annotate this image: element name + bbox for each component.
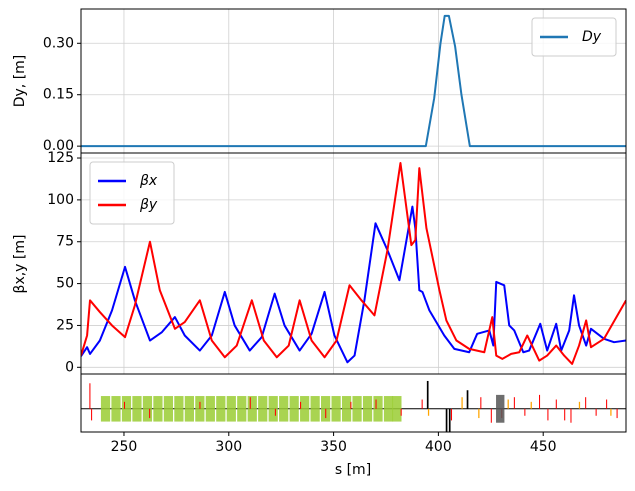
lattice-element xyxy=(578,401,581,409)
x-tick-label: 450 xyxy=(530,439,557,455)
lattice-element xyxy=(585,397,587,409)
y-tick-label: 50 xyxy=(56,276,74,292)
legend-box xyxy=(531,17,617,57)
lattice-element xyxy=(174,396,184,422)
plot-area xyxy=(81,9,626,153)
x-tick-label: 250 xyxy=(111,439,138,455)
y-tick-label: 0.15 xyxy=(43,87,74,103)
x-axis-label: s [m] xyxy=(335,462,371,478)
lattice-element xyxy=(445,408,448,432)
lattice-element xyxy=(100,396,111,422)
lattice-element xyxy=(524,408,526,416)
lattice-element xyxy=(461,397,463,409)
lattice-element xyxy=(490,408,492,423)
lattice-element xyxy=(383,396,394,422)
lattice-element xyxy=(427,408,430,416)
lattice-element xyxy=(237,396,247,422)
line-series xyxy=(81,162,626,365)
lattice-element xyxy=(149,408,151,419)
lattice-element xyxy=(325,408,327,419)
lattice-element xyxy=(142,396,153,422)
legend-label: Dy xyxy=(582,29,602,45)
lattice-element xyxy=(341,396,352,422)
y-axis-label: Dy, [m] xyxy=(12,55,28,108)
lattice-element xyxy=(426,380,429,409)
lattice-element xyxy=(421,399,423,409)
y-tick-label: 100 xyxy=(47,192,74,208)
lattice-element xyxy=(300,396,310,422)
lattice-element xyxy=(310,396,320,422)
lattice-element xyxy=(352,396,362,422)
line-series xyxy=(81,14,626,148)
lattice-element xyxy=(226,396,236,422)
lattice-element xyxy=(507,399,509,409)
y-tick-label: 0.30 xyxy=(43,35,74,51)
lattice-element xyxy=(153,396,163,422)
lattice-element xyxy=(570,408,572,423)
lattice-element xyxy=(89,383,91,409)
lattice-element xyxy=(331,396,341,422)
lattice-element xyxy=(121,396,132,422)
x-tick-label: 400 xyxy=(425,439,452,455)
legend-box xyxy=(89,161,175,225)
lattice-element xyxy=(616,408,618,419)
lattice-element xyxy=(274,408,276,416)
lattice-element xyxy=(123,401,126,409)
lattice-element xyxy=(480,397,482,409)
lattice-element xyxy=(163,396,174,422)
lattice-element xyxy=(279,396,289,422)
lattice-element xyxy=(610,408,612,416)
lattice-element xyxy=(289,396,299,422)
lattice-element xyxy=(496,394,505,423)
lattice-element xyxy=(375,399,377,409)
lattice-element xyxy=(478,408,480,419)
x-tick-label: 350 xyxy=(320,439,347,455)
lattice-element xyxy=(300,401,302,409)
lattice-element xyxy=(111,396,121,422)
plot-area xyxy=(81,153,626,374)
lattice-element xyxy=(555,399,557,409)
y-tick-label: 25 xyxy=(56,317,74,333)
plot-area xyxy=(81,380,626,432)
lattice-element xyxy=(373,396,383,422)
lattice-element xyxy=(466,390,469,409)
y-tick-label: 0 xyxy=(65,359,74,375)
x-tick-label: 300 xyxy=(215,439,242,455)
lattice-element xyxy=(392,396,402,422)
y-tick-label: 125 xyxy=(47,150,74,166)
legend-label: βx xyxy=(139,173,158,189)
lattice-element xyxy=(400,408,402,416)
lattice-element xyxy=(249,397,251,409)
lattice-element xyxy=(530,401,532,409)
lattice-element xyxy=(184,396,194,422)
lattice-element xyxy=(132,396,142,422)
y-tick-label: 0.00 xyxy=(43,138,74,154)
legend-label: βy xyxy=(139,197,158,213)
lattice-element xyxy=(606,399,608,409)
lattice-element xyxy=(564,408,566,421)
lattice-element xyxy=(91,408,93,421)
lattice-element xyxy=(513,397,515,409)
lattice-element xyxy=(205,396,215,422)
y-axis-label: βx,y [m] xyxy=(12,235,28,294)
lattice-element xyxy=(595,408,597,416)
lattice-element xyxy=(216,396,226,422)
lattice-element xyxy=(539,394,541,409)
lattice-element xyxy=(258,396,268,422)
lattice-element xyxy=(247,396,257,422)
lattice-element xyxy=(362,396,373,422)
lattice-element xyxy=(350,401,352,409)
lattice-element xyxy=(448,408,451,432)
lattice-element xyxy=(547,408,549,421)
y-tick-label: 75 xyxy=(56,234,74,250)
lattice-element xyxy=(450,408,453,421)
lattice-element xyxy=(268,396,278,422)
axes-frame xyxy=(80,373,627,433)
lattice-element xyxy=(199,401,201,409)
